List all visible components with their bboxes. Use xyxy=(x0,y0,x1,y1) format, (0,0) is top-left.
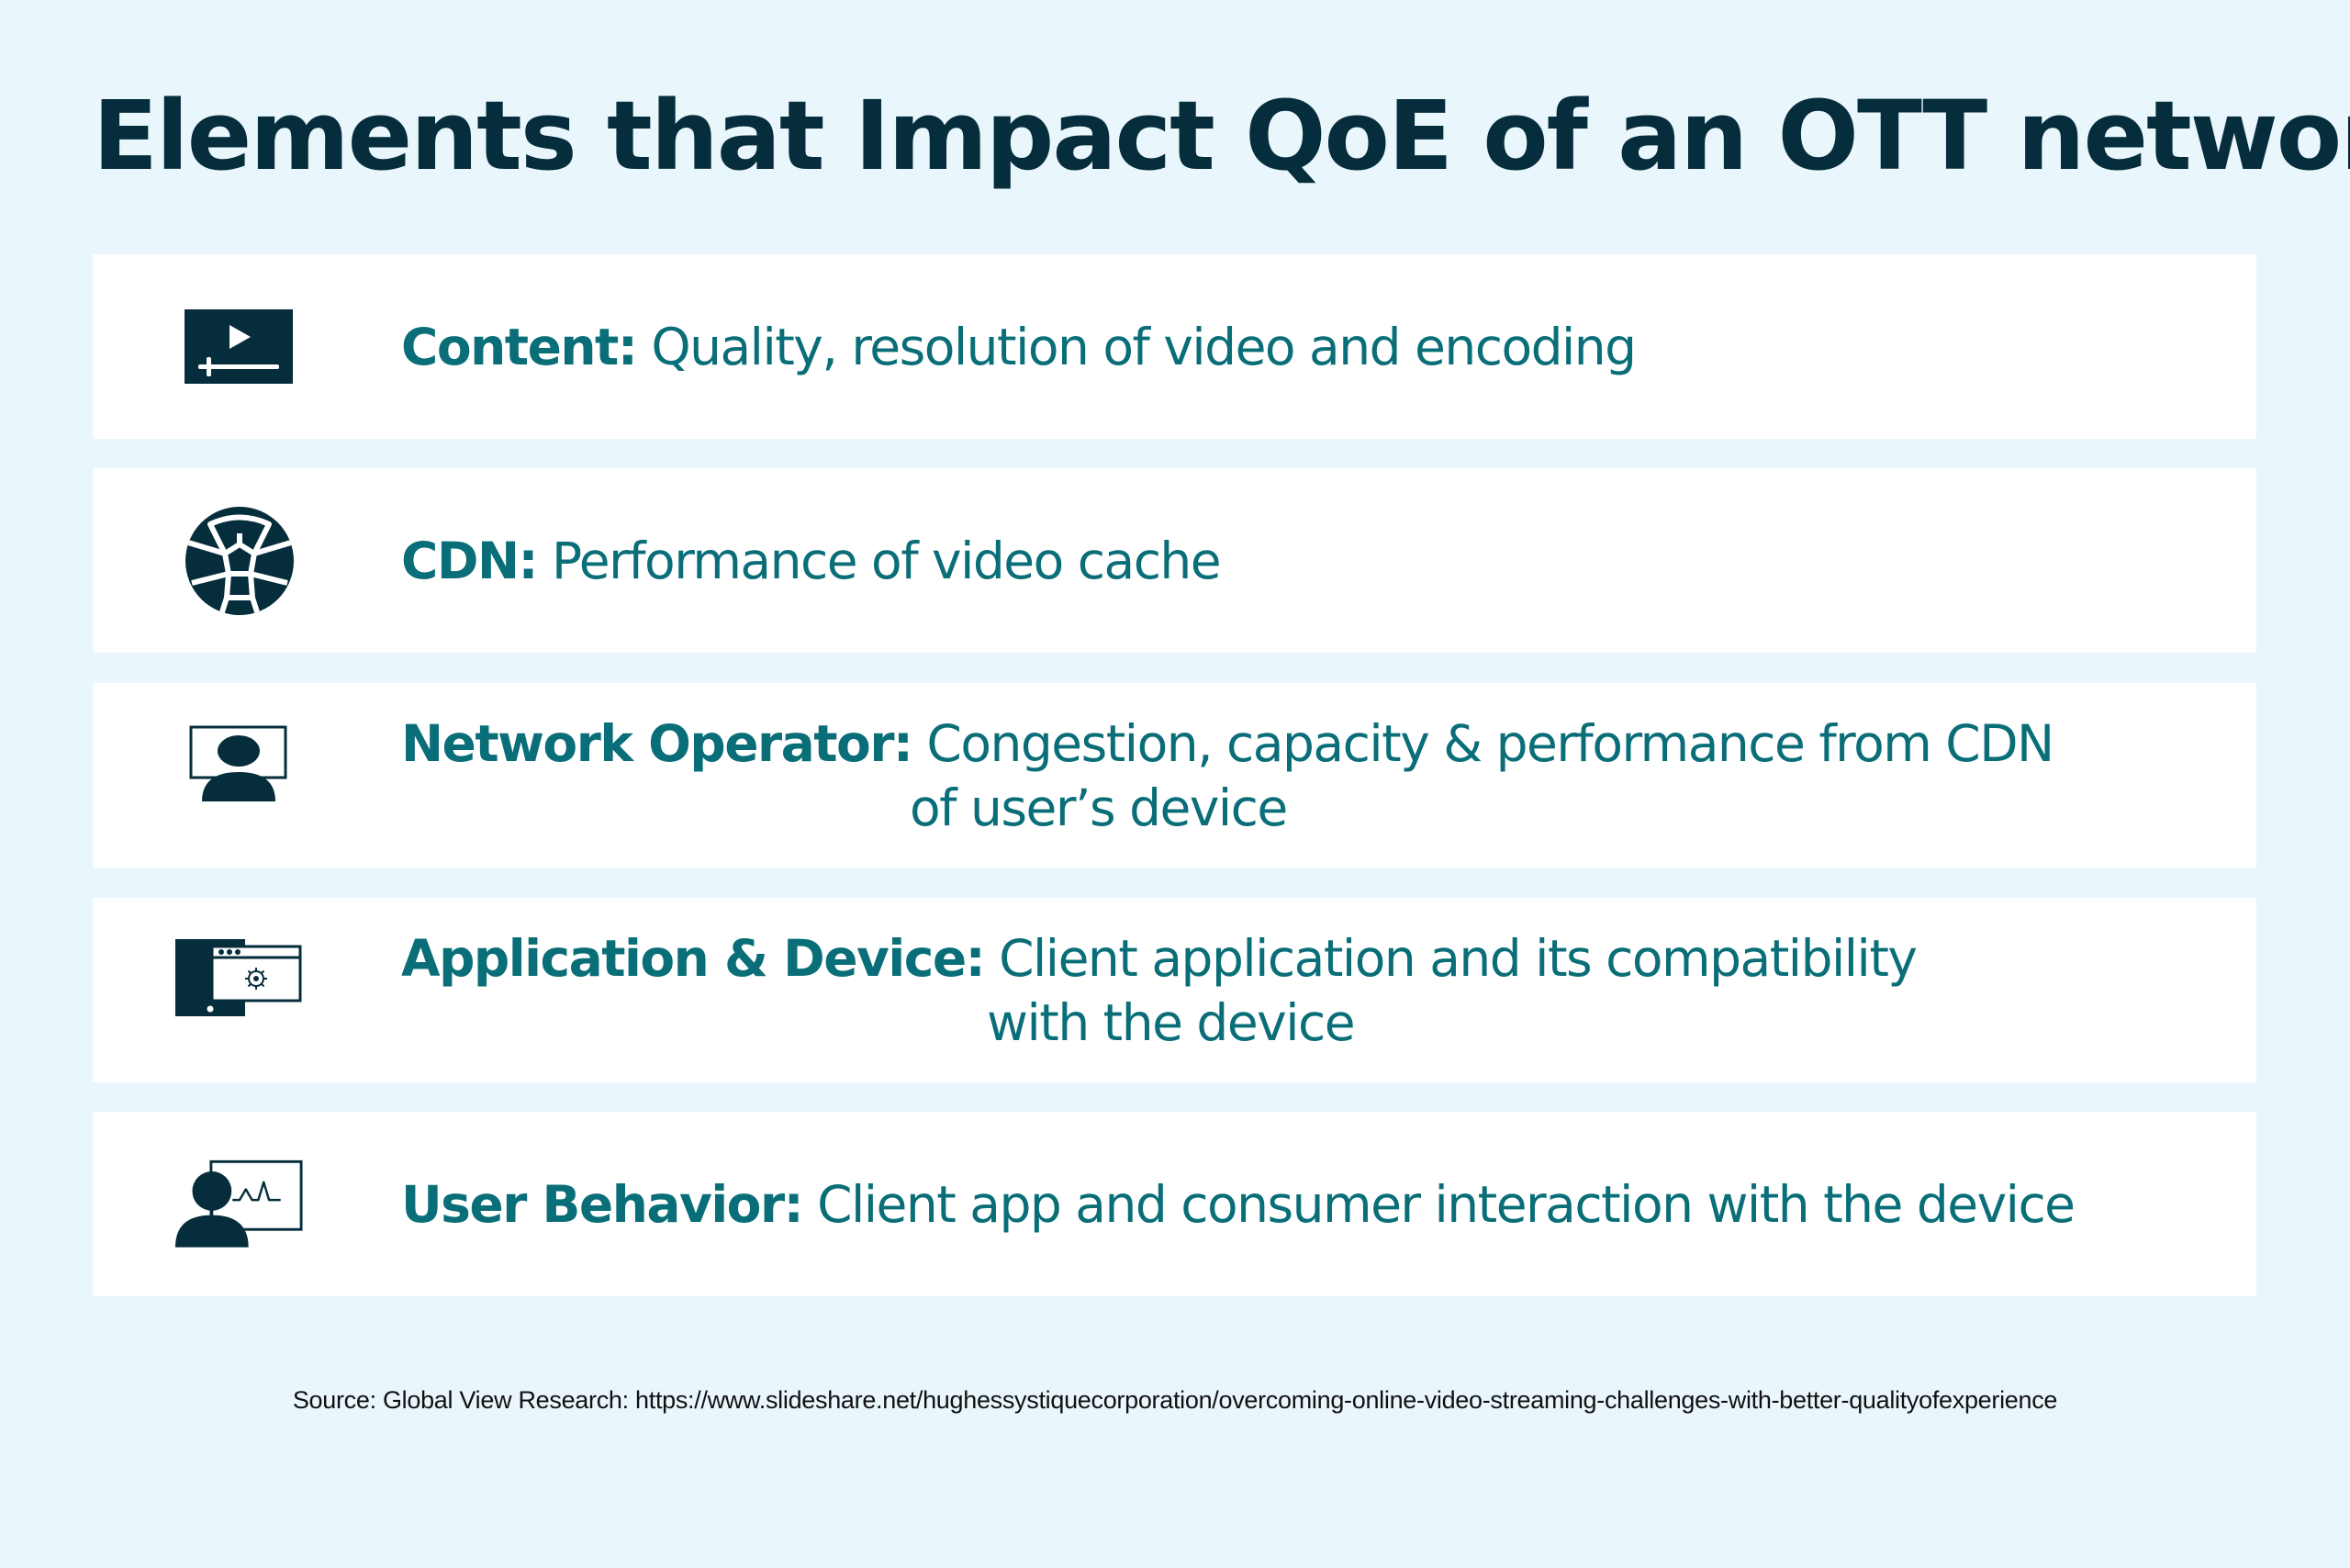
network-operator-text: Network Operator: Congestion, capacity &… xyxy=(401,683,2054,868)
card-user-behavior: User Behavior: Client app and consumer i… xyxy=(93,1112,2256,1296)
user-analytics-icon xyxy=(175,1145,304,1264)
source-citation: Source: Global View Research: https://ww… xyxy=(292,1386,2058,1414)
video-player-icon xyxy=(175,287,304,407)
card-content: Content: Quality, resolution of video an… xyxy=(93,254,2256,439)
page-title: Elements that Impact QoE of an OTT netwo… xyxy=(93,80,2350,192)
item-label: Application & Device: xyxy=(401,928,986,988)
content-text: Content: Quality, resolution of video an… xyxy=(401,254,1637,439)
item-label: CDN: xyxy=(401,531,539,590)
application-device-text: Application & Device: Client application… xyxy=(401,898,1918,1082)
item-description-line2: with the device xyxy=(987,992,1356,1052)
item-description: Performance of video cache xyxy=(552,531,1222,590)
card-application-device: Application & Device: Client application… xyxy=(93,898,2256,1082)
item-label: User Behavior: xyxy=(401,1174,804,1234)
item-description-line2: of user’s device xyxy=(910,778,1288,837)
card-cdn: CDN: Performance of video cache xyxy=(93,468,2256,653)
item-description: Client application and its compatibility xyxy=(999,928,1918,988)
item-description: Congestion, capacity & performance from … xyxy=(926,713,2054,773)
user-behavior-text: User Behavior: Client app and consumer i… xyxy=(401,1112,2076,1296)
user-on-screen-icon xyxy=(175,716,304,835)
item-label: Content: xyxy=(401,317,638,376)
item-description: Quality, resolution of video and encodin… xyxy=(651,317,1637,376)
item-description: Client app and consumer interaction with… xyxy=(817,1174,2076,1234)
device-app-settings-icon xyxy=(175,931,304,1050)
card-network-operator: Network Operator: Congestion, capacity &… xyxy=(93,683,2256,868)
item-label: Network Operator: xyxy=(401,713,913,773)
cdn-network-globe-icon xyxy=(175,501,304,621)
cdn-text: CDN: Performance of video cache xyxy=(401,468,1222,653)
